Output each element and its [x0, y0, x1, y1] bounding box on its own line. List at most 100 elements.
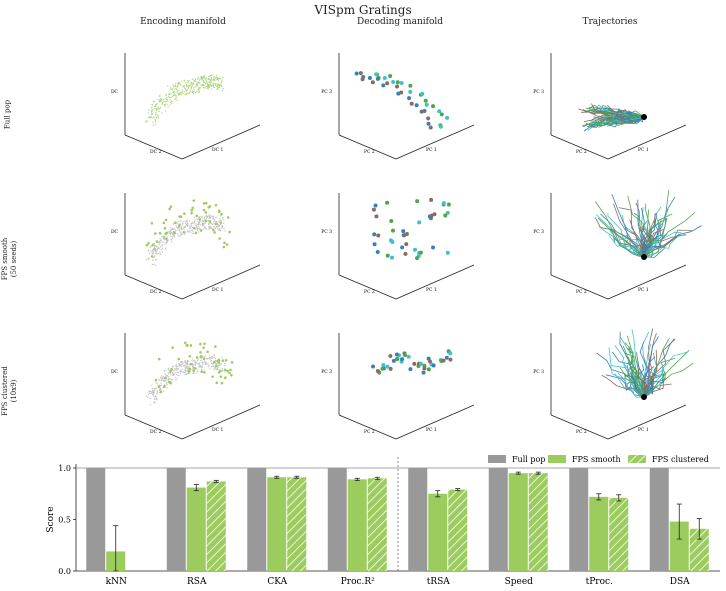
decoding-point	[360, 77, 365, 82]
embedding-point	[205, 82, 207, 85]
embedding-point	[201, 221, 203, 223]
embedding-point	[180, 228, 183, 231]
embedding-point	[215, 76, 218, 78]
embedding-point	[163, 380, 165, 383]
embedding-point	[214, 363, 217, 365]
embedding-point	[209, 215, 211, 217]
bar-full-pop	[408, 468, 428, 571]
embedding-point	[194, 92, 197, 94]
embedding-point	[160, 382, 162, 385]
bar-fps-smooth	[669, 521, 689, 571]
z-axis-label: DC	[111, 229, 119, 235]
embedding-point	[152, 117, 154, 119]
embedding-point	[197, 225, 200, 227]
embedding-point	[205, 357, 208, 360]
embedding-point	[172, 371, 174, 374]
embedding-point	[175, 367, 178, 369]
embedding-point	[170, 88, 172, 90]
embedding-point	[164, 373, 166, 375]
embedding-point	[156, 390, 159, 393]
embedding-point	[189, 92, 191, 94]
embedding-point	[182, 233, 184, 235]
embedding-point	[185, 366, 187, 369]
decoding-point	[414, 103, 419, 108]
selected-point	[203, 342, 206, 346]
embedding-point	[221, 85, 223, 88]
decoding-point	[400, 357, 405, 362]
embedding-point	[217, 80, 219, 82]
y-axis-label: DC 1	[212, 147, 223, 153]
embedding-point	[214, 357, 216, 360]
embedding-point	[167, 376, 170, 378]
embedding-point	[203, 360, 206, 362]
embedding-point	[177, 220, 180, 222]
embedding-point	[182, 362, 184, 365]
embedding-point	[176, 371, 178, 374]
embedding-point	[175, 229, 177, 231]
embedding-point	[161, 243, 164, 246]
embedding-point	[166, 96, 168, 99]
selected-point	[168, 207, 171, 211]
embedding-point	[145, 121, 147, 123]
selected-point	[218, 237, 221, 240]
embedding-point	[205, 79, 207, 81]
decoding-point	[395, 84, 400, 89]
bar-full-pop	[166, 468, 186, 571]
embedding-point	[148, 392, 151, 394]
embedding-point	[185, 362, 188, 365]
embedding-point	[217, 364, 219, 367]
x-axis-label: PC 2	[576, 429, 587, 435]
trajectory-origin	[641, 114, 647, 120]
embedding-point	[187, 366, 189, 369]
embedding-point	[170, 233, 172, 235]
embedding-point	[208, 357, 210, 359]
embedding-point	[186, 360, 189, 362]
trajectory-line	[601, 374, 645, 398]
embedding-point	[202, 364, 204, 366]
embedding-point	[187, 81, 190, 83]
embedding-point	[169, 234, 172, 236]
decoding-point	[407, 96, 412, 101]
embedding-point	[212, 79, 214, 81]
embedding-point	[165, 241, 167, 243]
embedding-point	[183, 228, 185, 230]
x-axis-label: PC 2	[576, 149, 587, 155]
embedding-point	[176, 99, 178, 101]
embedding-point	[181, 91, 183, 94]
selected-point	[179, 215, 183, 218]
embedding-point	[198, 91, 200, 94]
embedding-point	[198, 227, 201, 229]
selected-point	[165, 237, 168, 241]
embedding-point	[166, 382, 168, 384]
trajectory-line	[643, 213, 657, 258]
decoding-point	[381, 362, 386, 367]
decoding-point	[374, 72, 379, 77]
embedding-point	[218, 227, 221, 230]
category-label: kNN	[106, 577, 127, 587]
bar-fps-clustered	[287, 477, 307, 571]
embedding-point	[216, 78, 218, 81]
embedding-point	[195, 86, 197, 88]
embedding-point	[147, 250, 150, 252]
embedding-point	[150, 244, 153, 247]
trajectory-line	[583, 116, 645, 132]
y-axis-line	[181, 124, 261, 160]
embedding-point	[185, 92, 188, 95]
embedding-point	[155, 387, 157, 389]
embedding-point	[207, 87, 209, 90]
embedding-point	[184, 373, 186, 376]
embedding-point	[171, 240, 173, 243]
decoding-point	[376, 233, 381, 238]
selected-point	[211, 375, 214, 378]
embedding-point	[152, 393, 154, 395]
embedding-point	[210, 362, 213, 364]
embedding-point	[208, 78, 210, 80]
embedding-point	[173, 85, 175, 87]
embedding-point	[191, 362, 194, 365]
embedding-point	[160, 112, 163, 114]
selected-point	[183, 341, 187, 345]
selected-point	[199, 342, 202, 346]
embedding-point	[173, 93, 175, 95]
embedding-point	[201, 217, 203, 219]
embedding-point	[179, 83, 181, 85]
